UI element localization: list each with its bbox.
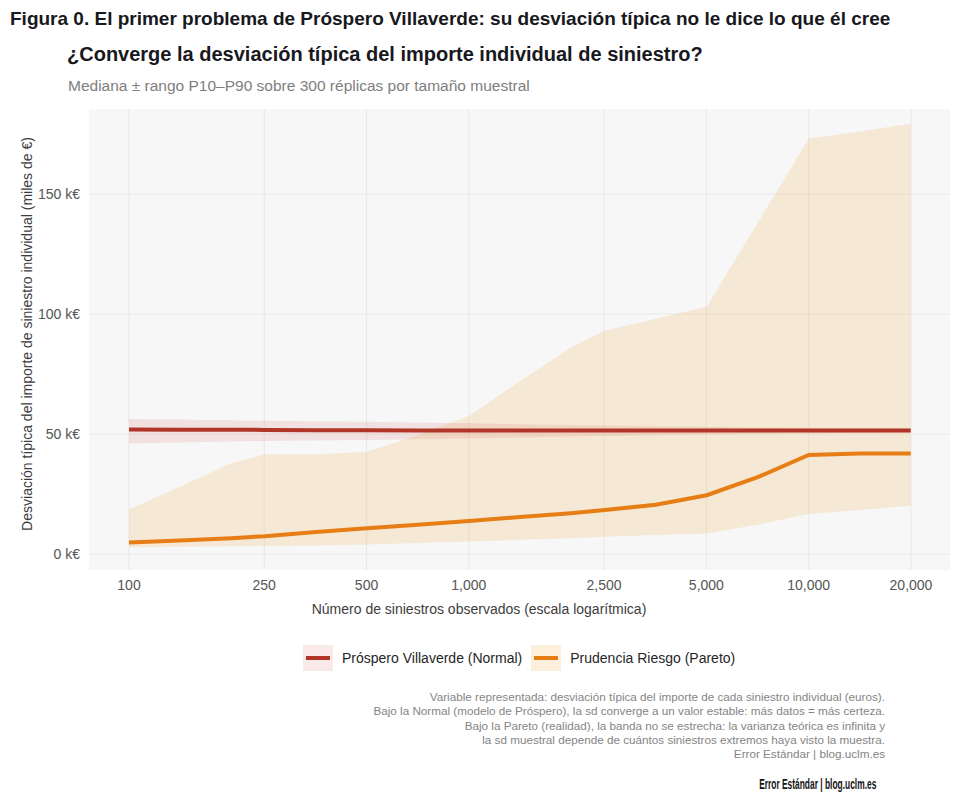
legend-item-normal: Próspero Villaverde (Normal) xyxy=(303,645,522,671)
x-tick-label: 10,000 xyxy=(787,577,830,593)
y-tick-label: 0 k€ xyxy=(54,546,81,562)
legend: Próspero Villaverde (Normal) Prudencia R… xyxy=(303,645,735,671)
x-tick-label: 1,000 xyxy=(451,577,486,593)
legend-label-normal: Próspero Villaverde (Normal) xyxy=(342,650,522,666)
figure: Figura 0. El primer problema de Próspero… xyxy=(0,0,969,802)
median-line-normal xyxy=(129,429,911,430)
legend-key-pareto-swatch xyxy=(531,645,561,671)
y-tick-label: 100 k€ xyxy=(38,306,80,322)
x-tick-label: 500 xyxy=(355,577,379,593)
x-axis-title: Número de siniestros observados (escala … xyxy=(0,601,958,617)
legend-key-normal-swatch xyxy=(303,645,333,671)
legend-item-pareto: Prudencia Riesgo (Pareto) xyxy=(531,645,735,671)
plot-area: 0 k€ 50 k€ 100 k€ 150 k€ 100 250 500 1,000 2,500… xyxy=(0,0,969,640)
legend-key-pareto-line xyxy=(534,656,558,660)
footer-attribution: Error Estándar | blog.uclm.es xyxy=(759,776,876,792)
x-tick-label: 250 xyxy=(253,577,277,593)
y-tick-label: 50 k€ xyxy=(46,426,80,442)
caption-line: Bajo la Pareto (realidad), la banda no s… xyxy=(373,719,885,733)
caption-line: Bajo la Normal (modelo de Próspero), la … xyxy=(373,704,885,718)
x-tick-label: 2,500 xyxy=(587,577,622,593)
legend-key-normal-line xyxy=(306,656,330,660)
caption-line: la sd muestral depende de cuántos sinies… xyxy=(373,733,885,747)
legend-label-pareto: Prudencia Riesgo (Pareto) xyxy=(570,650,735,666)
x-tick-label: 20,000 xyxy=(890,577,933,593)
caption: Variable representada: desviación típica… xyxy=(373,690,885,761)
x-tick-label: 100 xyxy=(117,577,141,593)
x-tick-label: 5,000 xyxy=(689,577,724,593)
caption-line: Error Estándar | blog.uclm.es xyxy=(373,747,885,761)
caption-line: Variable representada: desviación típica… xyxy=(373,690,885,704)
y-tick-label: 150 k€ xyxy=(38,186,80,202)
